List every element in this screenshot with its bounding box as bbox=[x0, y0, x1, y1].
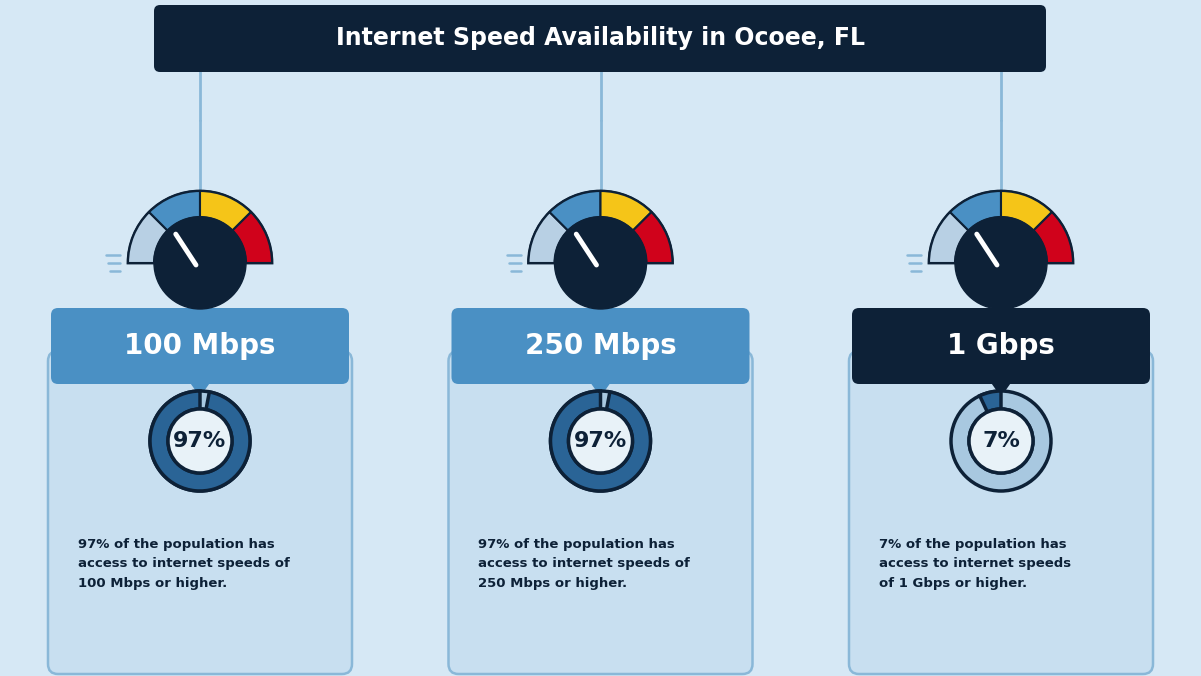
Wedge shape bbox=[1000, 191, 1052, 231]
Text: 97%: 97% bbox=[173, 431, 227, 451]
Circle shape bbox=[168, 409, 232, 473]
Text: Internet Speed Availability in Ocoee, FL: Internet Speed Availability in Ocoee, FL bbox=[335, 26, 865, 51]
Wedge shape bbox=[233, 212, 271, 263]
Text: 100 Mbps: 100 Mbps bbox=[124, 332, 276, 360]
Text: 97% of the population has
access to internet speeds of
100 Mbps or higher.: 97% of the population has access to inte… bbox=[78, 538, 289, 590]
Wedge shape bbox=[951, 391, 1051, 491]
Wedge shape bbox=[1034, 212, 1072, 263]
Wedge shape bbox=[930, 191, 1072, 263]
Wedge shape bbox=[980, 391, 1000, 412]
Wedge shape bbox=[633, 212, 673, 263]
Circle shape bbox=[555, 217, 646, 309]
Polygon shape bbox=[586, 377, 615, 397]
FancyBboxPatch shape bbox=[852, 308, 1151, 384]
Wedge shape bbox=[528, 191, 673, 263]
Wedge shape bbox=[550, 391, 651, 491]
Circle shape bbox=[154, 217, 246, 309]
Wedge shape bbox=[149, 191, 201, 231]
Text: 250 Mbps: 250 Mbps bbox=[525, 332, 676, 360]
Wedge shape bbox=[930, 212, 968, 263]
FancyBboxPatch shape bbox=[154, 5, 1046, 72]
Wedge shape bbox=[150, 391, 250, 491]
Text: 1 Gbps: 1 Gbps bbox=[948, 332, 1054, 360]
Text: 97%: 97% bbox=[574, 431, 627, 451]
FancyBboxPatch shape bbox=[448, 351, 753, 674]
Circle shape bbox=[969, 409, 1033, 473]
FancyBboxPatch shape bbox=[50, 308, 349, 384]
Polygon shape bbox=[987, 377, 1015, 397]
Wedge shape bbox=[129, 212, 167, 263]
Wedge shape bbox=[150, 391, 250, 491]
Wedge shape bbox=[950, 191, 1000, 231]
Wedge shape bbox=[600, 191, 651, 231]
FancyBboxPatch shape bbox=[48, 351, 352, 674]
Circle shape bbox=[568, 409, 633, 473]
Wedge shape bbox=[528, 212, 568, 263]
FancyBboxPatch shape bbox=[849, 351, 1153, 674]
Wedge shape bbox=[550, 191, 600, 231]
Text: 97% of the population has
access to internet speeds of
250 Mbps or higher.: 97% of the population has access to inte… bbox=[478, 538, 691, 590]
Circle shape bbox=[955, 217, 1047, 309]
Wedge shape bbox=[201, 191, 251, 231]
FancyBboxPatch shape bbox=[452, 308, 749, 384]
Text: 7%: 7% bbox=[982, 431, 1020, 451]
Polygon shape bbox=[186, 377, 214, 397]
Wedge shape bbox=[550, 391, 651, 491]
Text: 7% of the population has
access to internet speeds
of 1 Gbps or higher.: 7% of the population has access to inter… bbox=[879, 538, 1071, 590]
Wedge shape bbox=[129, 191, 271, 263]
